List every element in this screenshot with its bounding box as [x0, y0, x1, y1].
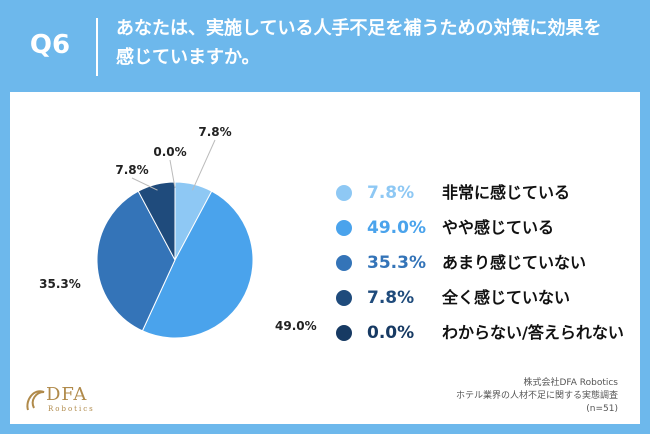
logo-subtext: Robotics	[48, 405, 95, 413]
legend-item-2: 49.0% やや感じている	[336, 214, 636, 249]
legend-percent: 7.8%	[367, 288, 415, 308]
legend: 7.8% 非常に感じている 49.0% やや感じている 35.3% あまり感じていない 7.…	[336, 179, 636, 354]
legend-swatch	[336, 185, 352, 201]
legend-item-3: 35.3% あまり感じていない	[336, 249, 636, 284]
legend-label: やや感じている	[442, 218, 555, 237]
legend-percent: 35.3%	[367, 253, 426, 273]
pie-slice-3	[96, 190, 176, 332]
legend-label: あまり感じていない	[442, 253, 587, 272]
pie-slice-4	[137, 181, 176, 261]
data-label-4: 7.8%	[115, 163, 148, 177]
legend-item-1: 7.8% 非常に感じている	[336, 179, 636, 214]
legend-label: 全く感じていない	[442, 288, 571, 307]
source-company: 株式会社DFA Robotics	[523, 378, 618, 388]
data-label-3: 35.3%	[39, 277, 81, 291]
source-n: (n=51)	[586, 404, 618, 414]
question-text: あなたは、実施している人手不足を補うための対策に効果を感じていますか。	[116, 18, 602, 68]
source-note: 株式会社DFA Robotics ホテル業界の人材不足に関する実態調査 (n=5…	[378, 377, 618, 416]
leader-line-1	[192, 139, 216, 191]
leader-line-4	[131, 177, 158, 191]
legend-swatch	[336, 290, 352, 306]
dfa-logo: DFA Robotics	[24, 384, 134, 416]
legend-swatch	[336, 255, 352, 271]
question-number: Q6	[29, 30, 71, 60]
dfa-swirl-icon	[26, 390, 45, 411]
legend-label: 非常に感じている	[442, 183, 571, 202]
legend-swatch	[336, 220, 352, 236]
logo-text: DFA	[46, 384, 88, 405]
chart-card: 7.8% 49.0% 35.3% 7.8% 0.0% 7.8% 非常に感じている 49.0%…	[10, 92, 640, 424]
source-survey: ホテル業界の人材不足に関する実態調査	[455, 391, 618, 401]
legend-swatch	[336, 325, 352, 341]
data-label-2: 49.0%	[275, 319, 317, 333]
legend-percent: 0.0%	[367, 323, 415, 343]
legend-percent: 49.0%	[367, 218, 426, 238]
leader-line-5	[169, 159, 176, 189]
pie-slice-2	[141, 190, 254, 339]
data-label-5: 0.0%	[153, 145, 186, 159]
header-divider	[96, 18, 98, 76]
data-label-1: 7.8%	[198, 125, 231, 139]
legend-item-4: 7.8% 全く感じていない	[336, 284, 636, 319]
legend-label: わからない/答えられない	[442, 323, 624, 342]
legend-percent: 7.8%	[367, 183, 415, 203]
pie-chart: 7.8% 49.0% 35.3% 7.8% 0.0%	[39, 125, 317, 339]
legend-item-5: 0.0% わからない/答えられない	[336, 319, 636, 354]
header: Q6 あなたは、実施している人手不足を補うための対策に効果を感じていますか。	[0, 0, 650, 92]
